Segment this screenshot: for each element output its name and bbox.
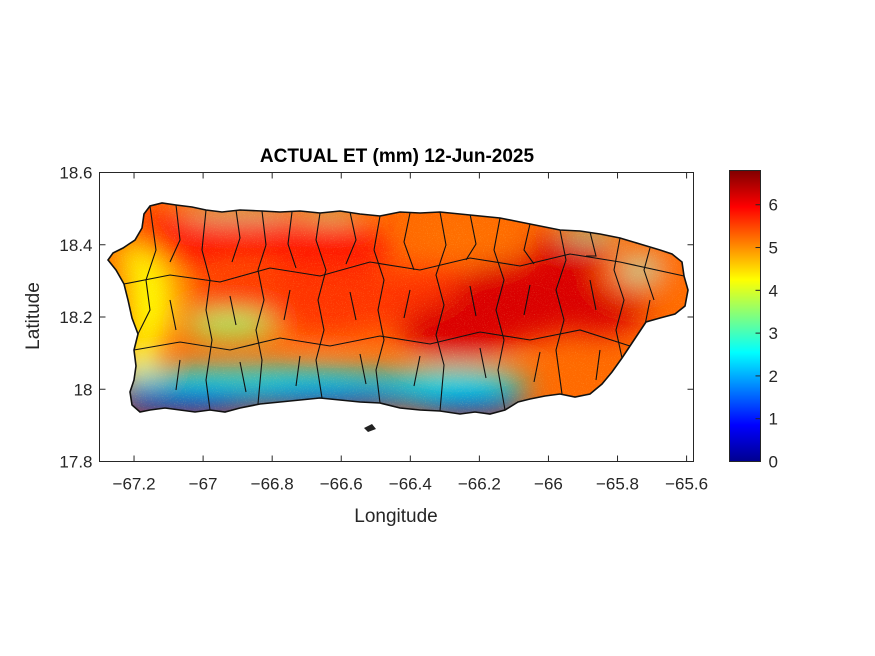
colorbar-ticks: 0 1 2 3 4 5 6 bbox=[755, 196, 778, 472]
x-axis-ticks: −67.2 −67 −66.8 −66.6 −66.4 −66.2 −66 −65.8 −65.… bbox=[113, 172, 708, 494]
x-tick-label: −67 bbox=[189, 475, 218, 494]
x-axis-label: Longitude bbox=[354, 506, 437, 527]
x-tick-label: −66 bbox=[534, 475, 563, 494]
colorbar bbox=[729, 170, 761, 462]
colorbar-tick-label: 2 bbox=[769, 367, 778, 386]
colorbar-tick-label: 3 bbox=[769, 324, 778, 343]
islet bbox=[364, 424, 376, 432]
y-axis-label: Latitude bbox=[23, 282, 44, 350]
x-tick-label: −65.6 bbox=[665, 475, 708, 494]
municipality-boundaries bbox=[123, 204, 685, 412]
x-tick-label: −66.6 bbox=[320, 475, 363, 494]
colorbar-tick-label: 0 bbox=[769, 453, 778, 472]
colorbar-tick-label: 6 bbox=[769, 196, 778, 215]
colorbar-tick-label: 4 bbox=[769, 281, 778, 300]
y-tick-label: 18.2 bbox=[59, 308, 92, 327]
y-tick-label: 18 bbox=[74, 380, 93, 399]
x-tick-label: −66.2 bbox=[458, 475, 501, 494]
x-tick-label: −66.8 bbox=[251, 475, 294, 494]
x-tick-label: −67.2 bbox=[113, 475, 156, 494]
y-tick-label: 18.4 bbox=[59, 236, 92, 255]
colorbar-tick-label: 1 bbox=[769, 410, 778, 429]
x-tick-label: −65.8 bbox=[596, 475, 639, 494]
colorbar-tick-label: 5 bbox=[769, 239, 778, 258]
x-tick-label: −66.4 bbox=[389, 475, 432, 494]
y-tick-label: 18.6 bbox=[59, 164, 92, 183]
y-tick-label: 17.8 bbox=[59, 453, 92, 472]
y-axis-ticks: 17.8 18 18.2 18.4 18.6 bbox=[59, 164, 694, 472]
chart-title: ACTUAL ET (mm) 12-Jun-2025 bbox=[260, 146, 535, 167]
